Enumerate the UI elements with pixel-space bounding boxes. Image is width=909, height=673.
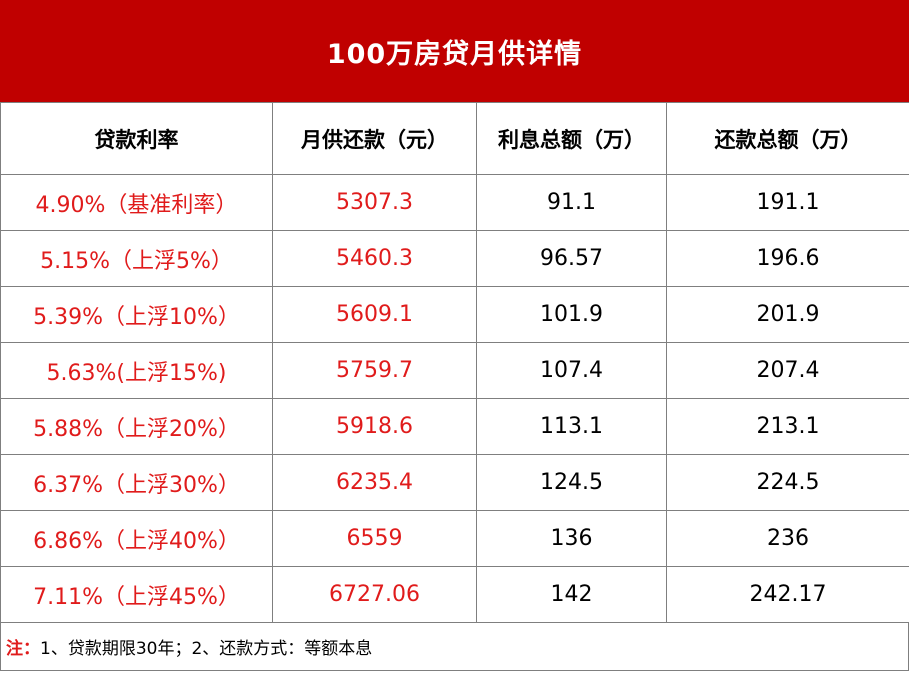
total-interest-cell: 96.57 xyxy=(476,230,667,287)
total-interest-cell: 101.9 xyxy=(476,286,667,343)
total-repayment-cell: 207.4 xyxy=(666,342,909,399)
total-repayment-cell: 242.17 xyxy=(666,566,909,623)
total-interest-cell: 107.4 xyxy=(476,342,667,399)
total-repayment-cell: 191.1 xyxy=(666,174,909,231)
header-total-repayment: 还款总额（万） xyxy=(666,102,909,175)
rate-cell: 5.15%（上浮5%） xyxy=(0,230,273,287)
table-row: 5.39%（上浮10%） 5609.1 101.9 201.9 xyxy=(0,286,909,343)
footnote-label: 注： xyxy=(6,639,40,659)
total-repayment-cell: 213.1 xyxy=(666,398,909,455)
total-repayment-cell: 236 xyxy=(666,510,909,567)
table-row: 6.37%（上浮30%） 6235.4 124.5 224.5 xyxy=(0,454,909,511)
total-interest-cell: 136 xyxy=(476,510,667,567)
rate-cell: 5.88%（上浮20%） xyxy=(0,398,273,455)
table-row: 5.15%（上浮5%） 5460.3 96.57 196.6 xyxy=(0,230,909,287)
total-interest-cell: 124.5 xyxy=(476,454,667,511)
rate-cell: 4.90%（基准利率） xyxy=(0,174,273,231)
rate-cell: 6.37%（上浮30%） xyxy=(0,454,273,511)
total-repayment-cell: 201.9 xyxy=(666,286,909,343)
rate-cell: 5.63%(上浮15%) xyxy=(0,342,273,399)
total-interest-cell: 91.1 xyxy=(476,174,667,231)
header-rate: 贷款利率 xyxy=(0,102,273,175)
monthly-payment-cell: 5609.1 xyxy=(272,286,477,343)
total-interest-cell: 142 xyxy=(476,566,667,623)
table-row: 6.86%（上浮40%） 6559 136 236 xyxy=(0,510,909,567)
total-interest-cell: 113.1 xyxy=(476,398,667,455)
monthly-payment-cell: 6727.06 xyxy=(272,566,477,623)
header-monthly-payment: 月供还款（元） xyxy=(272,102,477,175)
rate-cell: 6.86%（上浮40%） xyxy=(0,510,273,567)
monthly-payment-cell: 5460.3 xyxy=(272,230,477,287)
rate-cell: 5.39%（上浮10%） xyxy=(0,286,273,343)
mortgage-table: 贷款利率 月供还款（元） 利息总额（万） 还款总额（万） 4.90%（基准利率）… xyxy=(0,102,909,623)
table-title: 100万房贷月供详情 xyxy=(0,0,909,102)
monthly-payment-cell: 6559 xyxy=(272,510,477,567)
monthly-payment-cell: 6235.4 xyxy=(272,454,477,511)
total-repayment-cell: 196.6 xyxy=(666,230,909,287)
table-row: 4.90%（基准利率） 5307.3 91.1 191.1 xyxy=(0,174,909,231)
table-row: 5.88%（上浮20%） 5918.6 113.1 213.1 xyxy=(0,398,909,455)
footnote-text: 1、贷款期限30年；2、还款方式：等额本息 xyxy=(40,639,373,659)
header-row: 贷款利率 月供还款（元） 利息总额（万） 还款总额（万） xyxy=(0,102,909,175)
table-row: 5.63%(上浮15%) 5759.7 107.4 207.4 xyxy=(0,342,909,399)
footnote: 注： 1、贷款期限30年；2、还款方式：等额本息 xyxy=(0,623,909,671)
header-total-interest: 利息总额（万） xyxy=(476,102,667,175)
monthly-payment-cell: 5307.3 xyxy=(272,174,477,231)
table-row: 7.11%（上浮45%） 6727.06 142 242.17 xyxy=(0,566,909,623)
rate-cell: 7.11%（上浮45%） xyxy=(0,566,273,623)
monthly-payment-cell: 5918.6 xyxy=(272,398,477,455)
monthly-payment-cell: 5759.7 xyxy=(272,342,477,399)
total-repayment-cell: 224.5 xyxy=(666,454,909,511)
